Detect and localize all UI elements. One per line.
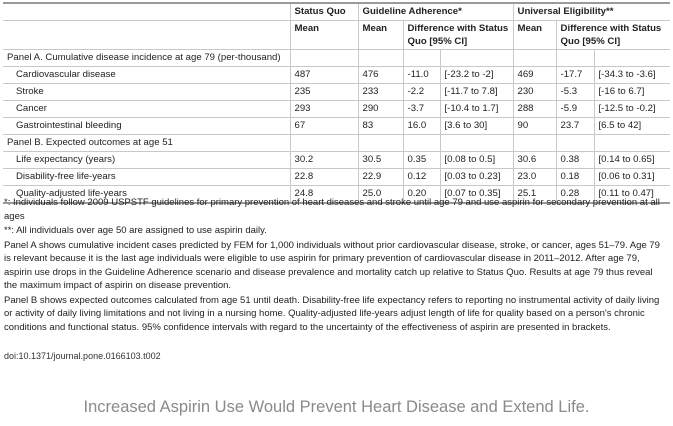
figure-caption: Increased Aspirin Use Would Prevent Hear… bbox=[83, 398, 590, 416]
cell-ga-diff: 0.35 bbox=[402, 151, 440, 169]
footnote-guideline: *: Individuals follow 2009 USPSTF guidel… bbox=[4, 197, 660, 222]
subheader-ga-diff: Difference with Status Quo [95% CI] bbox=[402, 20, 514, 50]
cell-ga-mean: 25.0 bbox=[357, 185, 403, 204]
panel-b-title: Panel B. Expected outcomes at age 51 bbox=[3, 134, 290, 152]
cell-ue-mean: 25.1 bbox=[512, 185, 557, 204]
cell-ga-ci: [0.03 to 0.23] bbox=[439, 168, 514, 186]
cell-ga-diff: 0.20 bbox=[402, 185, 440, 204]
subheader-empty bbox=[3, 20, 290, 50]
cell-ga-ci: [-23.2 to -2] bbox=[439, 66, 514, 84]
cell-ue-mean: 23.0 bbox=[512, 168, 557, 186]
row-label: Life expectancy (years) bbox=[3, 151, 290, 169]
cell-ue-ci: [0.11 to 0.47] bbox=[593, 185, 671, 204]
table-row: Cancer 293 290 -3.7 [-10.4 to 1.7] 288 -… bbox=[3, 100, 671, 118]
table-row: Quality-adjusted life-years 24.8 25.0 0.… bbox=[3, 185, 671, 204]
cell-ue-ci: [6.5 to 42] bbox=[593, 117, 671, 135]
subheader-sq-mean: Mean bbox=[289, 20, 358, 50]
cell-ue-mean: 230 bbox=[512, 83, 557, 101]
cell-ue-mean: 469 bbox=[512, 66, 557, 84]
row-label: Cardiovascular disease bbox=[3, 66, 290, 84]
results-table: Status Quo Guideline Adherence* Universa… bbox=[3, 2, 671, 204]
footnote-universal: **: All individuals over age 50 are assi… bbox=[4, 225, 267, 236]
header-universal-eligibility: Universal Eligibility** bbox=[512, 2, 671, 21]
table-row: Gastrointestinal bleeding 67 83 16.0 [3.… bbox=[3, 117, 671, 135]
cell-ga-mean: 233 bbox=[357, 83, 403, 101]
cell-ga-mean: 83 bbox=[357, 117, 403, 135]
table-footnotes: *: Individuals follow 2009 USPSTF guidel… bbox=[4, 196, 668, 335]
row-label: Cancer bbox=[3, 100, 290, 118]
cell-ga-ci: [-10.4 to 1.7] bbox=[439, 100, 514, 118]
row-label: Gastrointestinal bleeding bbox=[3, 117, 290, 135]
header-status-quo: Status Quo bbox=[289, 2, 358, 21]
cell-ue-ci: [-16 to 6.7] bbox=[593, 83, 671, 101]
cell-ue-ci: [-12.5 to -0.2] bbox=[593, 100, 671, 118]
cell-ga-ci: [0.07 to 0.35] bbox=[439, 185, 514, 204]
panel-b-title-row: Panel B. Expected outcomes at age 51 bbox=[3, 134, 671, 152]
cell-sq-mean: 235 bbox=[289, 83, 358, 101]
panel-a-title: Panel A. Cumulative disease incidence at… bbox=[3, 49, 290, 67]
cell-ga-diff: 16.0 bbox=[402, 117, 440, 135]
cell-sq-mean: 487 bbox=[289, 66, 358, 84]
table-row: Life expectancy (years) 30.2 30.5 0.35 [… bbox=[3, 151, 671, 169]
subheader-row: Mean Mean Difference with Status Quo [95… bbox=[3, 20, 671, 50]
cell-ue-diff: -5.3 bbox=[555, 83, 595, 101]
cell-sq-mean: 22.8 bbox=[289, 168, 358, 186]
subheader-ue-diff: Difference with Status Quo [95% CI] bbox=[555, 20, 671, 50]
cell-ga-ci: [0.08 to 0.5] bbox=[439, 151, 514, 169]
cell-ga-diff: -11.0 bbox=[402, 66, 440, 84]
header-guideline-adherence: Guideline Adherence* bbox=[357, 2, 514, 21]
cell-sq-mean: 24.8 bbox=[289, 185, 358, 204]
cell-ue-diff: 0.18 bbox=[555, 168, 595, 186]
cell-ue-diff: -5.9 bbox=[555, 100, 595, 118]
doi-link[interactable]: doi:10.1371/journal.pone.0166103.t002 bbox=[4, 351, 161, 361]
cell-ue-mean: 30.6 bbox=[512, 151, 557, 169]
cell-ue-diff: -17.7 bbox=[555, 66, 595, 84]
row-label: Quality-adjusted life-years bbox=[3, 185, 290, 204]
cell-ue-ci: [0.14 to 0.65] bbox=[593, 151, 671, 169]
cell-ga-mean: 290 bbox=[357, 100, 403, 118]
cell-sq-mean: 67 bbox=[289, 117, 358, 135]
cell-ga-diff: 0.12 bbox=[402, 168, 440, 186]
footnote-panel-b: Panel B shows expected outcomes calculat… bbox=[4, 294, 660, 333]
row-label: Disability-free life-years bbox=[3, 168, 290, 186]
subheader-ga-mean: Mean bbox=[357, 20, 403, 50]
cell-ga-mean: 30.5 bbox=[357, 151, 403, 169]
cell-ga-diff: -3.7 bbox=[402, 100, 440, 118]
row-label: Stroke bbox=[3, 83, 290, 101]
table-row: Disability-free life-years 22.8 22.9 0.1… bbox=[3, 168, 671, 186]
cell-ue-ci: [0.06 to 0.31] bbox=[593, 168, 671, 186]
cell-ga-ci: [-11.7 to 7.8] bbox=[439, 83, 514, 101]
cell-sq-mean: 293 bbox=[289, 100, 358, 118]
cell-ue-diff: 23.7 bbox=[555, 117, 595, 135]
panel-a-title-row: Panel A. Cumulative disease incidence at… bbox=[3, 49, 671, 67]
cell-ue-mean: 288 bbox=[512, 100, 557, 118]
cell-ue-diff: 0.38 bbox=[555, 151, 595, 169]
cell-ue-diff: 0.28 bbox=[555, 185, 595, 204]
header-group-row: Status Quo Guideline Adherence* Universa… bbox=[3, 2, 671, 21]
cell-ue-ci: [-34.3 to -3.6] bbox=[593, 66, 671, 84]
cell-ga-ci: [3.6 to 30] bbox=[439, 117, 514, 135]
cell-ue-mean: 90 bbox=[512, 117, 557, 135]
footnote-panel-a: Panel A shows cumulative incident cases … bbox=[4, 239, 660, 292]
cell-ga-mean: 22.9 bbox=[357, 168, 403, 186]
subheader-ue-mean: Mean bbox=[512, 20, 557, 50]
table-row: Cardiovascular disease 487 476 -11.0 [-2… bbox=[3, 66, 671, 84]
cell-ga-diff: -2.2 bbox=[402, 83, 440, 101]
header-corner bbox=[3, 2, 290, 21]
cell-ga-mean: 476 bbox=[357, 66, 403, 84]
cell-sq-mean: 30.2 bbox=[289, 151, 358, 169]
table-row: Stroke 235 233 -2.2 [-11.7 to 7.8] 230 -… bbox=[3, 83, 671, 101]
